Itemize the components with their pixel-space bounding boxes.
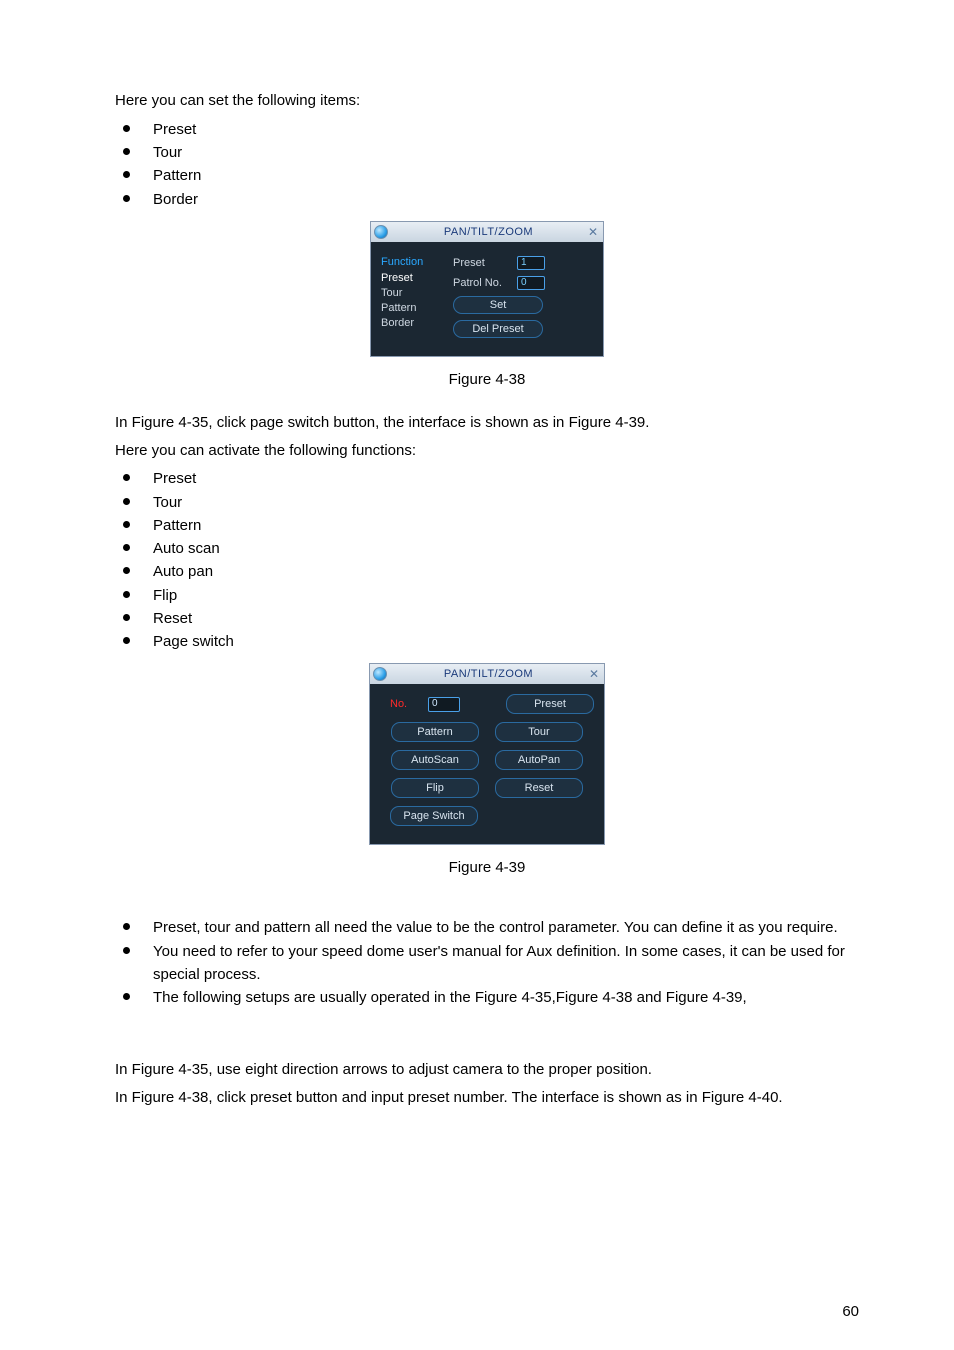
del-preset-button[interactable]: Del Preset bbox=[453, 320, 543, 338]
close-icon[interactable]: ✕ bbox=[586, 666, 602, 682]
dialog-title: PAN/TILT/ZOOM bbox=[392, 226, 585, 238]
dialog-titlebar: PAN/TILT/ZOOM ✕ bbox=[371, 222, 603, 242]
func-item-tour[interactable]: Tour bbox=[381, 287, 453, 299]
tour-button[interactable]: Tour bbox=[495, 722, 583, 742]
dialog-titlebar: PAN/TILT/ZOOM ✕ bbox=[370, 664, 604, 684]
list-item: The following setups are usually operate… bbox=[115, 986, 859, 1009]
function-controls: Preset 1 Patrol No. 0 Set Del Preset bbox=[453, 256, 593, 338]
list-item: Pattern bbox=[115, 164, 859, 187]
patrol-label: Patrol No. bbox=[453, 277, 511, 289]
ptz-dialog-39: PAN/TILT/ZOOM ✕ No. 0 Preset Pattern Tou… bbox=[369, 663, 605, 845]
page-switch-button[interactable]: Page Switch bbox=[390, 806, 478, 826]
close-icon[interactable]: ✕ bbox=[585, 224, 601, 240]
ptz-dialog-38: PAN/TILT/ZOOM ✕ Function Preset Tour Pat… bbox=[370, 221, 604, 357]
page: Here you can set the following items: Pr… bbox=[0, 0, 954, 1350]
page-number: 60 bbox=[842, 1303, 859, 1320]
list-item: Reset bbox=[115, 607, 859, 630]
figure-caption-39: Figure 4-39 bbox=[115, 859, 859, 876]
no-label: No. bbox=[390, 698, 418, 710]
list-item: You need to refer to your speed dome use… bbox=[115, 940, 859, 987]
list-item: Preset bbox=[115, 467, 859, 490]
intro-text: Here you can set the following items: bbox=[115, 90, 859, 112]
body-text: In Figure 4-38, click preset button and … bbox=[115, 1087, 859, 1109]
body-text: In Figure 4-35, use eight direction arro… bbox=[115, 1059, 859, 1081]
preset-input[interactable]: 1 bbox=[517, 256, 545, 270]
list-item: Preset bbox=[115, 118, 859, 141]
function-list: Function Preset Tour Pattern Border bbox=[381, 256, 453, 338]
pattern-button[interactable]: Pattern bbox=[391, 722, 479, 742]
autoscan-button[interactable]: AutoScan bbox=[391, 750, 479, 770]
func-item-border[interactable]: Border bbox=[381, 317, 453, 329]
list-1: Preset Tour Pattern Border bbox=[115, 118, 859, 211]
no-input[interactable]: 0 bbox=[428, 697, 460, 712]
func-item-preset[interactable]: Preset bbox=[381, 272, 453, 284]
dialog-body: Function Preset Tour Pattern Border Pres… bbox=[371, 242, 603, 356]
function-heading: Function bbox=[381, 256, 453, 268]
list-item: Page switch bbox=[115, 630, 859, 653]
figure-4-39: PAN/TILT/ZOOM ✕ No. 0 Preset Pattern Tou… bbox=[115, 663, 859, 845]
dialog-body: No. 0 Preset Pattern Tour AutoScan AutoP… bbox=[370, 684, 604, 844]
autopan-button[interactable]: AutoPan bbox=[495, 750, 583, 770]
list-item: Auto scan bbox=[115, 537, 859, 560]
reset-button[interactable]: Reset bbox=[495, 778, 583, 798]
list-3: Preset, tour and pattern all need the va… bbox=[115, 916, 859, 1009]
list-item: Preset, tour and pattern all need the va… bbox=[115, 916, 859, 939]
list-item: Auto pan bbox=[115, 560, 859, 583]
patrol-input[interactable]: 0 bbox=[517, 276, 545, 290]
func-item-pattern[interactable]: Pattern bbox=[381, 302, 453, 314]
figure-4-38: PAN/TILT/ZOOM ✕ Function Preset Tour Pat… bbox=[115, 221, 859, 357]
figure-caption-38: Figure 4-38 bbox=[115, 371, 859, 388]
list-item: Tour bbox=[115, 141, 859, 164]
body-text: In Figure 4-35, click page switch button… bbox=[115, 412, 859, 434]
list-item: Border bbox=[115, 188, 859, 211]
preset-label: Preset bbox=[453, 257, 511, 269]
list-item: Flip bbox=[115, 584, 859, 607]
globe-icon bbox=[374, 225, 388, 239]
body-text: Here you can activate the following func… bbox=[115, 440, 859, 462]
set-button[interactable]: Set bbox=[453, 296, 543, 314]
list-item: Pattern bbox=[115, 514, 859, 537]
list-item: Tour bbox=[115, 491, 859, 514]
globe-icon bbox=[373, 667, 387, 681]
list-2: Preset Tour Pattern Auto scan Auto pan F… bbox=[115, 467, 859, 653]
preset-button[interactable]: Preset bbox=[506, 694, 594, 714]
dialog-title: PAN/TILT/ZOOM bbox=[391, 668, 586, 680]
flip-button[interactable]: Flip bbox=[391, 778, 479, 798]
